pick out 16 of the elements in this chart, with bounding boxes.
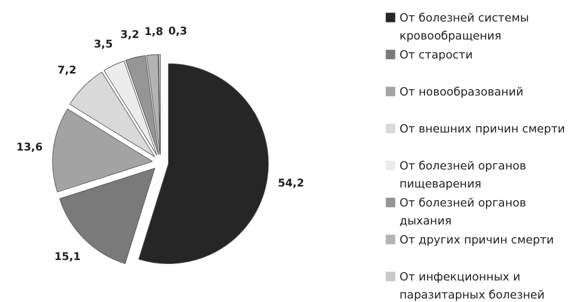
- legend-label: От внешних причин смерти: [400, 122, 566, 136]
- legend-label: От инфекционных и паразитарных болезней: [400, 270, 545, 302]
- data-label: 3,5: [94, 38, 113, 51]
- legend-label: От болезней органов дыхания: [400, 196, 526, 228]
- legend-label: От болезней органов пищеварения: [400, 158, 526, 191]
- data-label: 15,1: [54, 250, 81, 264]
- data-label: 13,6: [16, 140, 43, 154]
- legend-label: От других причин смерти: [400, 232, 554, 246]
- data-label: 7,2: [58, 63, 76, 76]
- data-label: 1,8: [144, 24, 164, 38]
- data-label: 54,2: [278, 176, 304, 190]
- legend-label: От болезней системы кровообращения: [400, 10, 529, 43]
- data-label: 3,2: [120, 28, 140, 42]
- legend-label: От новообразований: [400, 84, 524, 98]
- legend-label: От старости: [400, 48, 473, 62]
- data-label: 0,3: [168, 24, 188, 38]
